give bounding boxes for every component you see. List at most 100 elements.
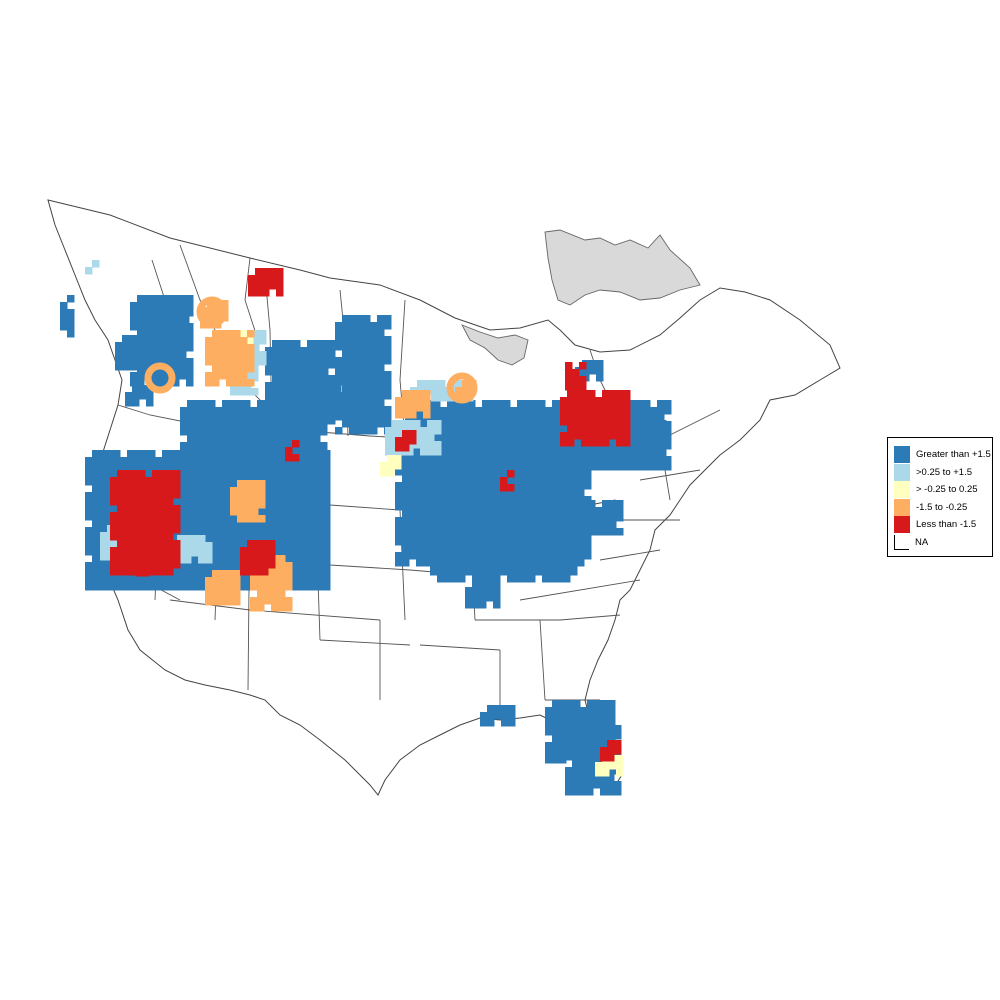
trend-cell [335,392,343,400]
trend-cell [549,540,557,548]
trend-cell [257,449,265,457]
trend-cell [479,447,487,455]
trend-cell [581,425,589,433]
trend-cell [528,575,536,583]
trend-cell [657,435,665,443]
trend-cell [559,428,567,436]
trend-cell [493,554,501,562]
trend-cell [465,454,473,462]
trend-cell [607,725,615,733]
trend-cell [113,471,121,479]
trend-cell [60,316,68,324]
trend-cell [416,510,424,518]
trend-cell [447,435,455,443]
trend-cell [563,554,571,562]
trend-cell [222,428,230,436]
trend-cell [565,376,573,384]
trend-cell [549,568,557,576]
trend-cell [402,461,410,469]
trend-cell [136,363,144,371]
legend-swatch [894,534,909,550]
trend-cell [323,562,331,570]
trend-cell [517,400,525,408]
trend-cell [162,372,170,380]
trend-cell [479,580,487,588]
trend-cell [409,430,417,438]
trend-cell [131,491,139,499]
trend-cell [148,450,156,458]
trend-cell [159,561,167,569]
trend-cell [271,583,279,591]
trend-cell [247,554,255,562]
trend-cell [120,457,128,465]
trend-cell [638,448,646,456]
trend-cell [545,414,553,422]
trend-cell [129,363,137,371]
trend-cell [202,477,210,485]
trend-cell [588,500,596,508]
trend-cell [195,477,203,485]
trend-cell [219,584,227,592]
trend-cell [177,542,185,550]
trend-cell [451,547,459,555]
trend-cell [461,400,469,408]
trend-cell [219,570,227,578]
trend-cell [124,477,132,485]
trend-cell [440,414,448,422]
trend-cell [225,457,233,465]
trend-cell [131,568,139,576]
trend-cell [265,526,273,534]
trend-cell [230,533,238,541]
trend-cell [244,487,252,495]
trend-cell [175,302,183,310]
trend-cell [179,351,187,359]
trend-cell [309,562,317,570]
trend-cell [579,376,587,384]
trend-cell [486,484,494,492]
trend-cell [240,372,248,380]
trend-cell [92,513,100,521]
trend-cell [437,477,445,485]
trend-cell [268,547,276,555]
trend-cell [574,507,582,515]
trend-cell [349,357,357,365]
trend-cell [272,368,280,376]
trend-cell [117,547,125,555]
trend-cell [556,575,564,583]
trend-cell [251,501,259,509]
trend-cell [664,421,672,429]
trend-cell [306,401,314,409]
trend-cell [272,382,280,390]
trend-cell [251,526,259,534]
trend-cell [314,533,322,541]
trend-cell [85,562,93,570]
trend-cell [279,505,287,513]
trend-cell [257,604,265,612]
trend-cell [240,379,248,387]
trend-cell [643,456,651,464]
trend-cell [159,470,167,478]
trend-cell [197,583,205,591]
trend-cell [572,781,580,789]
trend-cell [152,533,160,541]
trend-cell [500,533,508,541]
trend-cell [131,498,139,506]
trend-cell [299,428,307,436]
trend-cell [152,526,160,534]
trend-cell [508,705,516,713]
trend-cell [295,583,303,591]
trend-cell [334,380,342,388]
trend-cell [186,337,194,345]
trend-cell [175,316,183,324]
trend-cell [138,477,146,485]
trend-cell [85,527,93,535]
trend-cell [579,390,587,398]
trend-cell [240,358,248,366]
trend-cell [552,735,560,743]
trend-cell [134,457,142,465]
trend-cell [243,421,251,429]
trend-cell [616,439,624,447]
trend-cell [251,515,259,523]
trend-cell [293,484,301,492]
trend-cell [444,491,452,499]
